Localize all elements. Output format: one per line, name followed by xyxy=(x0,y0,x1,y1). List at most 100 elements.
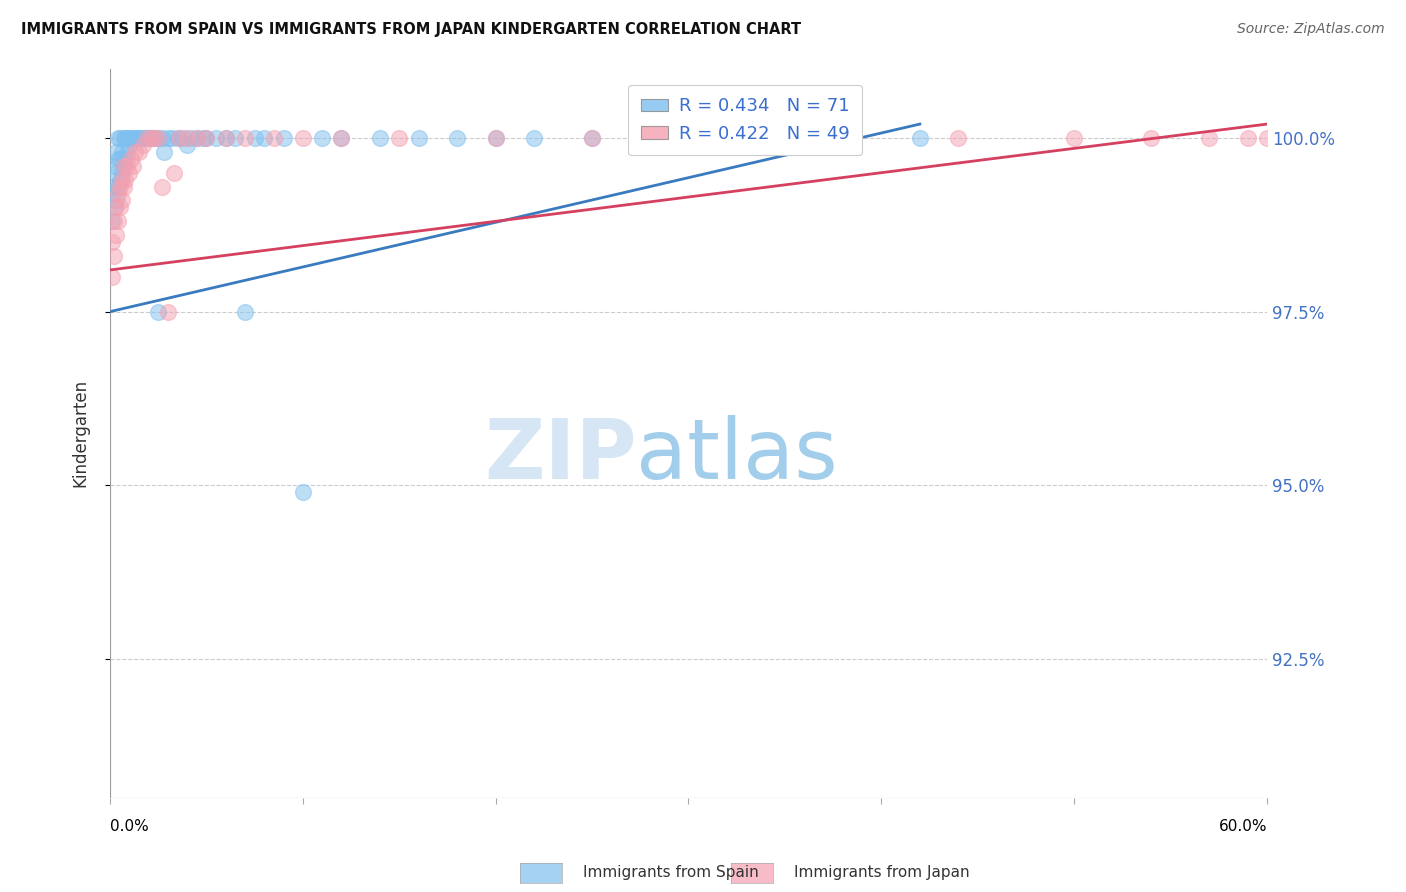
Point xyxy=(101,235,124,249)
Point xyxy=(446,131,468,145)
Point xyxy=(112,159,135,173)
Y-axis label: Kindergarten: Kindergarten xyxy=(72,379,89,487)
Point xyxy=(112,159,135,173)
Point xyxy=(176,137,198,152)
Point xyxy=(104,201,127,215)
Point xyxy=(111,194,134,208)
Point xyxy=(716,131,738,145)
Point xyxy=(104,228,127,243)
Point xyxy=(112,131,135,145)
Point xyxy=(103,214,125,228)
Point xyxy=(111,145,134,159)
Point xyxy=(388,131,411,145)
Point xyxy=(243,131,266,145)
Point xyxy=(153,145,176,159)
Point xyxy=(108,179,131,194)
Point xyxy=(129,131,152,145)
Point xyxy=(128,131,150,145)
Point xyxy=(150,131,173,145)
Point xyxy=(215,131,238,145)
Legend: R = 0.434   N = 71, R = 0.422   N = 49: R = 0.434 N = 71, R = 0.422 N = 49 xyxy=(628,85,862,155)
Point xyxy=(215,131,238,145)
Point xyxy=(160,131,183,145)
Point xyxy=(124,145,146,159)
Point xyxy=(233,304,256,318)
Point xyxy=(831,131,853,145)
Point xyxy=(118,131,141,145)
Point xyxy=(118,137,141,152)
Point xyxy=(108,131,131,145)
Point xyxy=(485,131,508,145)
Point xyxy=(134,131,156,145)
Point xyxy=(122,131,145,145)
Point xyxy=(311,131,333,145)
Point xyxy=(186,131,208,145)
Point xyxy=(114,152,136,166)
Point xyxy=(156,131,179,145)
Point xyxy=(408,131,430,145)
Point xyxy=(112,179,135,194)
Text: ZIP: ZIP xyxy=(484,415,637,496)
Point xyxy=(1198,131,1220,145)
Point xyxy=(107,186,129,201)
Point xyxy=(195,131,218,145)
Point xyxy=(125,131,148,145)
Point xyxy=(148,304,170,318)
Point xyxy=(101,269,124,284)
Point xyxy=(148,131,170,145)
Point xyxy=(104,145,127,159)
Point xyxy=(180,131,202,145)
Point xyxy=(122,159,145,173)
Point xyxy=(124,131,146,145)
Point xyxy=(638,131,661,145)
Point xyxy=(224,131,246,145)
Point xyxy=(139,131,162,145)
Text: 0.0%: 0.0% xyxy=(110,819,149,834)
Point xyxy=(108,152,131,166)
Point xyxy=(107,214,129,228)
Point xyxy=(581,131,603,145)
Point xyxy=(108,172,131,186)
Point xyxy=(1063,131,1085,145)
Point xyxy=(138,131,160,145)
Point xyxy=(104,166,127,180)
Point xyxy=(368,131,391,145)
Point xyxy=(291,131,314,145)
Point xyxy=(1236,131,1258,145)
Point xyxy=(148,131,170,145)
Point xyxy=(120,131,142,145)
Point xyxy=(908,131,931,145)
Point xyxy=(205,131,228,145)
Point xyxy=(195,131,218,145)
Point xyxy=(143,131,166,145)
Text: Immigrants from Japan: Immigrants from Japan xyxy=(794,865,970,880)
Point xyxy=(191,131,214,145)
Text: Source: ZipAtlas.com: Source: ZipAtlas.com xyxy=(1237,22,1385,37)
Text: 60.0%: 60.0% xyxy=(1219,819,1267,834)
Point xyxy=(523,131,546,145)
Point xyxy=(107,152,129,166)
Point xyxy=(104,194,127,208)
Point xyxy=(172,131,194,145)
Point xyxy=(111,172,134,186)
Point xyxy=(291,485,314,500)
Point xyxy=(103,179,125,194)
Point xyxy=(330,131,353,145)
Point xyxy=(117,131,139,145)
Point xyxy=(135,131,157,145)
Point xyxy=(186,131,208,145)
Point xyxy=(108,201,131,215)
Text: Immigrants from Spain: Immigrants from Spain xyxy=(583,865,759,880)
Point xyxy=(114,131,136,145)
Point xyxy=(1140,131,1163,145)
Point xyxy=(120,152,142,166)
Point xyxy=(176,131,198,145)
Point xyxy=(132,137,155,152)
Point xyxy=(755,131,778,145)
Point xyxy=(143,131,166,145)
Point xyxy=(103,201,125,215)
Point xyxy=(233,131,256,145)
Text: atlas: atlas xyxy=(637,415,838,496)
Point xyxy=(103,249,125,263)
Point xyxy=(135,131,157,145)
